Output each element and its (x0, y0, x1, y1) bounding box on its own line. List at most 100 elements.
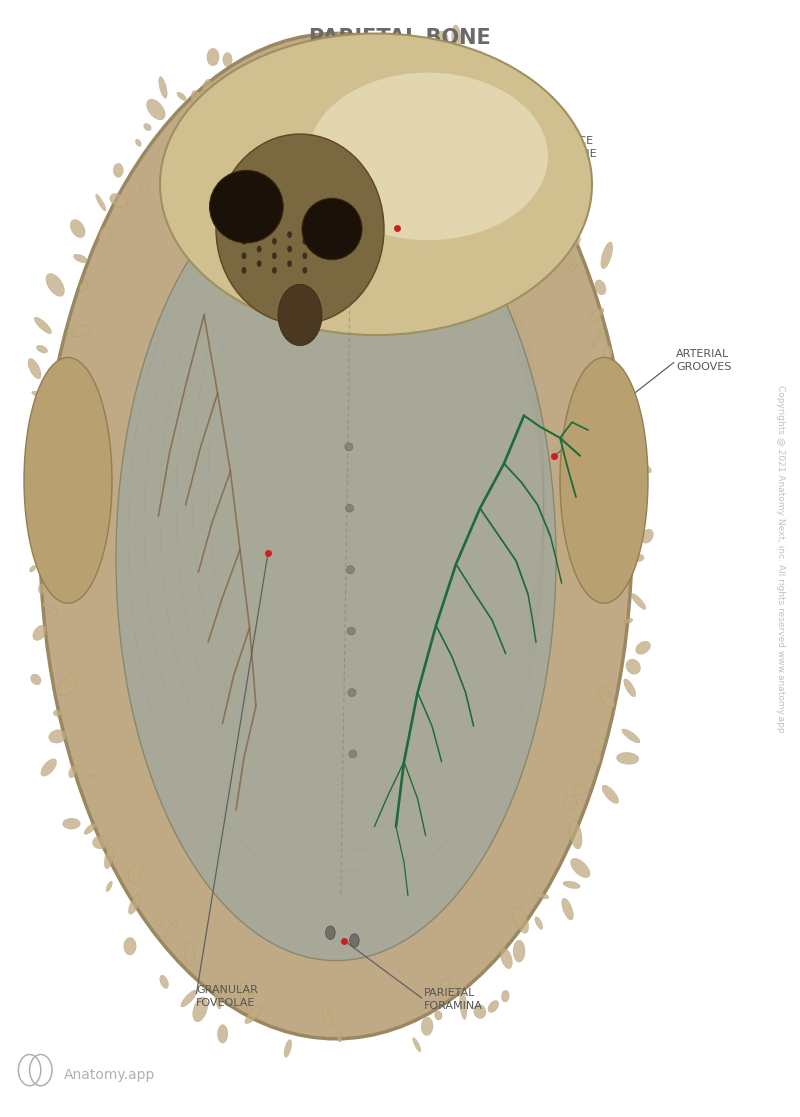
Circle shape (257, 246, 262, 252)
Ellipse shape (24, 357, 112, 603)
Ellipse shape (160, 34, 592, 335)
Text: Copyrights @ 2021 Anatomy Next, inc. All rights reserved www.anatomy.app: Copyrights @ 2021 Anatomy Next, inc. All… (775, 384, 785, 733)
Ellipse shape (622, 729, 640, 743)
Ellipse shape (618, 448, 632, 458)
Ellipse shape (28, 359, 41, 379)
Ellipse shape (46, 274, 65, 296)
Ellipse shape (413, 1038, 421, 1052)
Ellipse shape (454, 85, 461, 94)
Ellipse shape (207, 48, 219, 66)
Ellipse shape (593, 330, 601, 346)
Ellipse shape (516, 143, 527, 159)
Ellipse shape (62, 819, 80, 829)
Circle shape (257, 260, 262, 267)
Ellipse shape (222, 52, 232, 67)
Ellipse shape (624, 679, 636, 697)
Ellipse shape (560, 217, 568, 236)
Ellipse shape (570, 231, 580, 247)
Ellipse shape (160, 975, 169, 989)
Ellipse shape (642, 465, 651, 472)
Ellipse shape (562, 898, 574, 920)
Ellipse shape (30, 674, 41, 685)
Circle shape (272, 252, 277, 259)
Ellipse shape (216, 134, 384, 324)
Ellipse shape (30, 475, 44, 490)
Ellipse shape (140, 180, 149, 192)
Ellipse shape (71, 325, 92, 337)
Ellipse shape (477, 51, 484, 66)
Ellipse shape (488, 1001, 498, 1012)
Ellipse shape (534, 892, 549, 899)
Ellipse shape (633, 484, 646, 502)
Ellipse shape (124, 937, 136, 955)
Ellipse shape (604, 345, 612, 359)
Ellipse shape (240, 981, 249, 1010)
Text: PARIETAL BONE: PARIETAL BONE (309, 28, 491, 48)
Ellipse shape (104, 847, 114, 869)
Ellipse shape (42, 603, 57, 614)
Ellipse shape (534, 194, 546, 220)
Ellipse shape (349, 751, 357, 757)
Ellipse shape (631, 593, 646, 610)
Ellipse shape (177, 92, 186, 101)
Ellipse shape (568, 264, 577, 270)
Circle shape (287, 246, 292, 252)
Ellipse shape (322, 1008, 332, 1027)
Ellipse shape (54, 709, 62, 716)
Text: Anatomy.app: Anatomy.app (64, 1068, 155, 1081)
Ellipse shape (623, 380, 630, 392)
Ellipse shape (79, 281, 88, 292)
Ellipse shape (181, 990, 197, 1008)
Ellipse shape (185, 941, 194, 965)
Ellipse shape (490, 97, 502, 107)
Ellipse shape (210, 171, 283, 244)
Circle shape (242, 238, 246, 245)
Ellipse shape (70, 220, 85, 238)
Text: GRANULAR
FOVEOLAE: GRANULAR FOVEOLAE (196, 985, 258, 1008)
Ellipse shape (110, 193, 128, 208)
Ellipse shape (611, 570, 622, 583)
Ellipse shape (146, 99, 166, 120)
Ellipse shape (135, 140, 142, 146)
Ellipse shape (500, 947, 512, 968)
Ellipse shape (459, 990, 467, 1020)
Ellipse shape (626, 659, 641, 675)
Ellipse shape (513, 941, 525, 962)
Ellipse shape (46, 540, 60, 553)
Ellipse shape (114, 163, 123, 178)
Ellipse shape (570, 820, 582, 849)
Ellipse shape (624, 618, 633, 623)
Ellipse shape (506, 92, 518, 111)
Ellipse shape (41, 758, 57, 776)
Circle shape (257, 231, 262, 238)
Ellipse shape (595, 364, 613, 389)
Ellipse shape (348, 688, 356, 697)
Ellipse shape (214, 983, 222, 1009)
Ellipse shape (560, 357, 648, 603)
Ellipse shape (345, 443, 353, 451)
Ellipse shape (33, 626, 46, 640)
Ellipse shape (616, 404, 634, 414)
Ellipse shape (513, 907, 529, 933)
Ellipse shape (88, 774, 97, 780)
Ellipse shape (601, 242, 613, 269)
Ellipse shape (191, 90, 204, 112)
Ellipse shape (537, 132, 553, 143)
Ellipse shape (154, 919, 162, 925)
Ellipse shape (564, 795, 577, 811)
Ellipse shape (240, 70, 250, 92)
Ellipse shape (421, 1018, 433, 1035)
Ellipse shape (129, 863, 142, 884)
Circle shape (302, 252, 307, 259)
Ellipse shape (193, 997, 208, 1022)
Ellipse shape (163, 922, 177, 937)
Ellipse shape (623, 553, 644, 562)
Ellipse shape (129, 895, 141, 914)
Ellipse shape (346, 565, 354, 574)
Text: PARIETAL
FORAMINA: PARIETAL FORAMINA (424, 989, 483, 1011)
Ellipse shape (27, 433, 39, 442)
Ellipse shape (99, 227, 110, 244)
Ellipse shape (452, 25, 462, 51)
Ellipse shape (619, 512, 627, 519)
Ellipse shape (522, 98, 528, 117)
